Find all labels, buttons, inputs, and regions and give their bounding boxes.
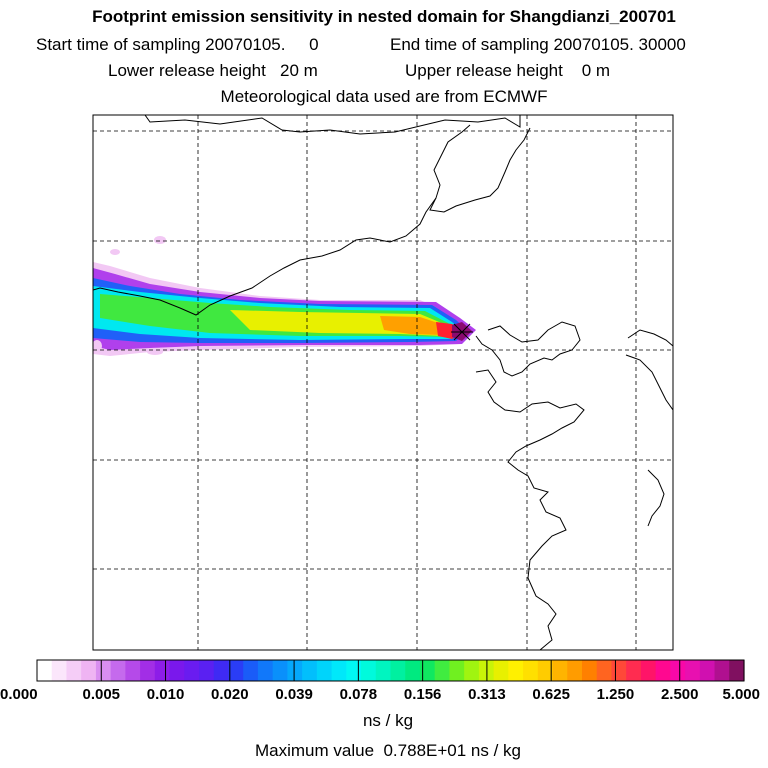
colorbar-tick-label: 5.000 — [722, 686, 760, 703]
colorbar-tick-label: 0.156 — [404, 686, 442, 703]
colorbar-tick-label: 0.005 — [82, 686, 120, 703]
colorbar-cell — [611, 660, 627, 681]
colorbar-cell — [390, 660, 406, 681]
colorbar-frame — [36, 659, 745, 682]
colorbar-tick-label: 2.500 — [661, 686, 699, 703]
end-time-label: End time of sampling 20070105. 30000 — [390, 35, 686, 54]
colorbar-cell — [287, 660, 303, 681]
colorbar-cell — [302, 660, 318, 681]
colorbar-cell — [375, 660, 392, 681]
colorbar-cell — [567, 660, 583, 681]
colorbar-cell — [670, 660, 686, 681]
colorbar-cell — [434, 660, 451, 681]
border-line-central — [93, 197, 437, 316]
met-data-label: Meteorological data used are from ECMWF — [220, 87, 548, 106]
colorbar-cell — [81, 660, 97, 681]
plume-orange — [380, 316, 452, 335]
border-line-north — [144, 115, 521, 135]
colorbar-tick-label: 0.020 — [211, 686, 249, 703]
colorbar-cell — [316, 660, 333, 681]
maximum-value-label: Maximum value 0.788E+01 ns / kg — [255, 741, 521, 760]
colorbar-cell — [66, 660, 82, 681]
colorbar-cell — [405, 660, 421, 681]
colorbar-cell — [464, 660, 480, 681]
lower-release-height-label: Lower release height 20 m — [108, 61, 318, 80]
plot-title: Footprint emission sensitivity in nested… — [92, 7, 676, 26]
graticule — [93, 115, 673, 650]
plume — [93, 236, 476, 356]
colorbar-cell — [729, 660, 745, 681]
colorbar-cell — [228, 660, 244, 681]
colorbar-cell — [581, 660, 598, 681]
colorbar-tick-lines — [100, 660, 681, 681]
colorbar-cell — [508, 660, 524, 681]
colorbar-tick-label: 0.010 — [147, 686, 185, 703]
colorbar-cells — [37, 660, 745, 681]
colorbar-cell — [140, 660, 156, 681]
colorbar-cell — [154, 660, 171, 681]
colorbar-tick-label: 0.078 — [340, 686, 378, 703]
colorbar-cell — [346, 660, 362, 681]
colorbar-cell — [537, 660, 554, 681]
map-frame — [92, 114, 674, 651]
colorbar-cell — [95, 660, 112, 681]
border-line-east — [429, 124, 531, 213]
colorbar-tick-label: 1.250 — [597, 686, 635, 703]
colorbar-cell — [243, 660, 259, 681]
coastline-korea-west — [625, 354, 673, 411]
colorbar-cell — [685, 660, 701, 681]
coastline-shandong — [475, 369, 585, 650]
colorbar-labels: 0.000 0.005 0.010 0.020 0.039 0.078 0.15… — [0, 686, 760, 703]
start-time-label: Start time of sampling 20070105. 0 — [36, 35, 319, 54]
colorbar-cell — [361, 660, 377, 681]
colorbar-units: ns / kg — [362, 711, 414, 730]
colorbar-cell — [626, 660, 642, 681]
colorbar-cell — [37, 660, 53, 681]
receptor-marker — [451, 323, 473, 341]
upper-release-height-label: Upper release height 0 m — [405, 61, 611, 80]
colorbar-cell — [523, 660, 539, 681]
map-background — [93, 115, 673, 650]
colorbar-tick-label: 0.625 — [532, 686, 570, 703]
colorbar-tick-label: 0.313 — [468, 686, 506, 703]
colorbar-cell — [199, 660, 215, 681]
colorbar-tick-label: 0.039 — [275, 686, 313, 703]
colorbar-cell — [699, 660, 716, 681]
colorbar-tick-label: 0.000 — [0, 686, 38, 703]
colorbar-cell — [449, 660, 465, 681]
colorbar-cell — [714, 660, 730, 681]
colorbar-cell — [272, 660, 288, 681]
colorbar-cell — [169, 660, 185, 681]
colorbar-cell — [110, 660, 126, 681]
colorbar-cell — [493, 660, 509, 681]
colorbar-cell — [213, 660, 230, 681]
colorbar-cell — [51, 660, 68, 681]
colorbar-cell — [257, 660, 274, 681]
colorbar-cell — [596, 660, 613, 681]
colorbar-cell — [655, 660, 671, 681]
faint-patches — [93, 236, 166, 355]
coastline-south — [647, 469, 665, 527]
colorbar-cell — [184, 660, 200, 681]
colorbar-cell — [419, 660, 436, 681]
colorbar-cell — [552, 660, 568, 681]
colorbar-cell — [640, 660, 657, 681]
colorbar-cell — [331, 660, 347, 681]
colorbar-cell — [125, 660, 141, 681]
